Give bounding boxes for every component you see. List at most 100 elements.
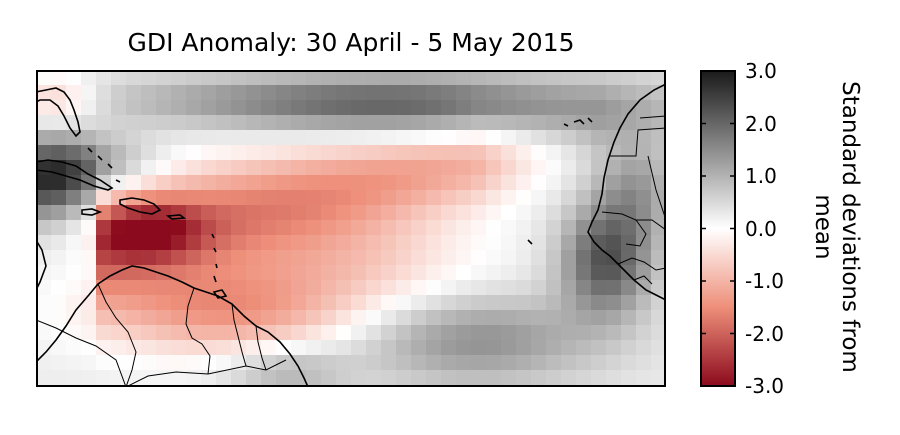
heatmap-cell (81, 145, 97, 161)
heatmap-cell (501, 205, 517, 221)
heatmap-cell (261, 115, 277, 131)
heatmap-cell (111, 130, 127, 146)
heatmap-cell (576, 340, 592, 356)
heatmap-cell (201, 220, 217, 236)
heatmap-cell (291, 190, 307, 206)
heatmap-cell (321, 175, 337, 191)
heatmap-cell (276, 160, 292, 176)
heatmap-cell (51, 250, 67, 266)
heatmap-cell (591, 190, 607, 206)
heatmap-cell (591, 130, 607, 146)
heatmap-cell (321, 100, 337, 116)
heatmap-cell (141, 220, 157, 236)
heatmap-cell (321, 295, 337, 311)
heatmap-cell (561, 325, 577, 341)
heatmap-cell (96, 310, 112, 326)
heatmap-cell (291, 310, 307, 326)
heatmap-cell (276, 130, 292, 146)
heatmap-cell (51, 130, 67, 146)
heatmap-cell (66, 355, 82, 371)
heatmap-cell (501, 340, 517, 356)
heatmap-cell (66, 145, 82, 161)
heatmap-cell (51, 280, 67, 296)
heatmap-cell (111, 190, 127, 206)
heatmap-cell (471, 340, 487, 356)
heatmap-cell (351, 100, 367, 116)
heatmap-cell (546, 355, 562, 371)
heatmap-cell (231, 100, 247, 116)
heatmap-cell (366, 340, 382, 356)
heatmap-cell (366, 280, 382, 296)
heatmap-cell (36, 100, 52, 116)
heatmap-cell (501, 130, 517, 146)
heatmap-cell (96, 130, 112, 146)
heatmap-cell (201, 190, 217, 206)
heatmap-cell (171, 265, 187, 281)
heatmap-cell (216, 235, 232, 251)
heatmap-cell (486, 220, 502, 236)
heatmap-cell (336, 100, 352, 116)
heatmap-cell (621, 370, 637, 386)
heatmap-cell (561, 250, 577, 266)
coastline-lesser-antilles (211, 233, 218, 283)
heatmap-cell (111, 115, 127, 131)
heatmap-cell (291, 130, 307, 146)
heatmap-cell (141, 355, 157, 371)
heatmap-cell (216, 175, 232, 191)
heatmap-cell (66, 70, 82, 86)
heatmap-cell (621, 85, 637, 101)
heatmap-cell (261, 295, 277, 311)
colorbar-tick-label: 1.0 (745, 164, 777, 188)
heatmap-cell (621, 145, 637, 161)
heatmap-cell (471, 190, 487, 206)
heatmap-cell (441, 85, 457, 101)
heatmap-cell (426, 265, 442, 281)
heatmap-cell (546, 70, 562, 86)
heatmap-cell (636, 325, 652, 341)
heatmap-cell (216, 70, 232, 86)
border-senegal (601, 211, 647, 247)
heatmap-cell (291, 175, 307, 191)
heatmap-cell (321, 190, 337, 206)
heatmap-cell (606, 295, 622, 311)
heatmap-cell (201, 145, 217, 161)
heatmap-cell (381, 205, 397, 221)
heatmap-cell (441, 295, 457, 311)
heatmap-cell (486, 370, 502, 386)
heatmap-cell (456, 145, 472, 161)
heatmap-cell (321, 85, 337, 101)
heatmap-cell (231, 280, 247, 296)
heatmap-cell (246, 220, 262, 236)
heatmap-cell (546, 220, 562, 236)
heatmap-cell (651, 160, 666, 176)
heatmap-cell (126, 115, 142, 131)
heatmap-cell (81, 175, 97, 191)
heatmap-cell (96, 160, 112, 176)
heatmap-cell (81, 250, 97, 266)
heatmap-cell (231, 340, 247, 356)
heatmap-cell (66, 85, 82, 101)
heatmap-cell (336, 280, 352, 296)
heatmap-cell (546, 145, 562, 161)
heatmap-cell (501, 70, 517, 86)
heatmap-cell (561, 265, 577, 281)
heatmap-cell (411, 325, 427, 341)
heatmap-cell (396, 70, 412, 86)
heatmap-cell (36, 355, 52, 371)
heatmap-cell (291, 145, 307, 161)
heatmap-cell (291, 85, 307, 101)
heatmap-cell (486, 190, 502, 206)
heatmap-cell (351, 205, 367, 221)
heatmap-cell (351, 250, 367, 266)
heatmap-cell (396, 85, 412, 101)
heatmap-cell (651, 145, 666, 161)
heatmap-cell (531, 250, 547, 266)
heatmap-cell (156, 115, 172, 131)
heatmap-cell (441, 115, 457, 131)
heatmap-cell (306, 325, 322, 341)
heatmap-cell (66, 310, 82, 326)
heatmap-cell (111, 370, 127, 386)
heatmap-cell (381, 295, 397, 311)
heatmap-cell (411, 235, 427, 251)
heatmap-cell (531, 100, 547, 116)
